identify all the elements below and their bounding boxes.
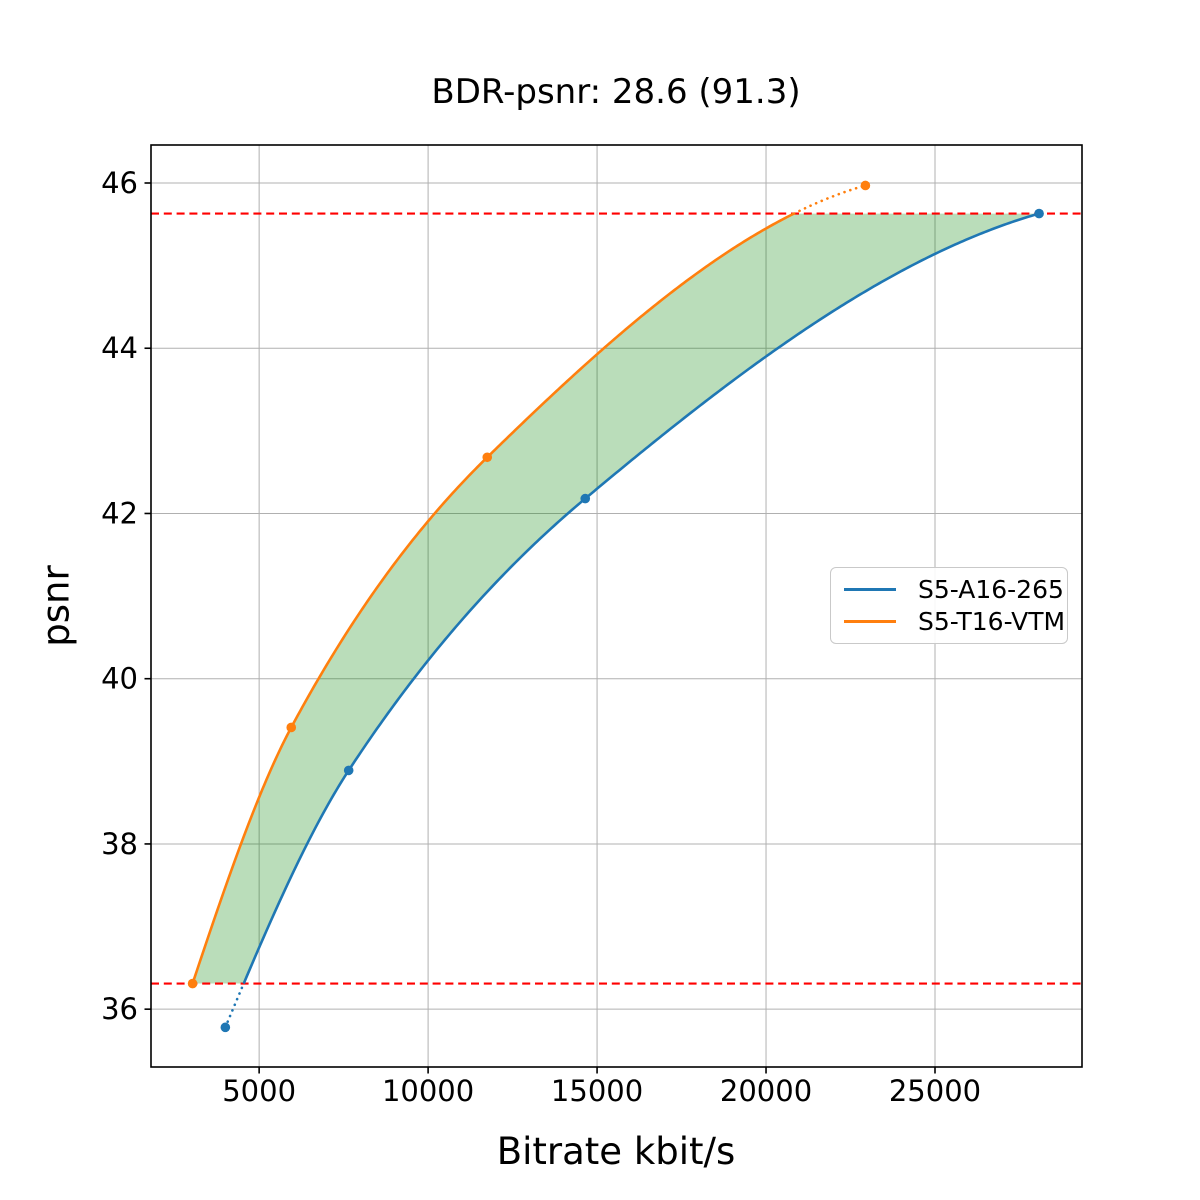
x-tick-labels: 5000 10000 15000 20000 25000 [222,1074,981,1108]
svg-text:42: 42 [101,496,138,530]
svg-text:20000: 20000 [720,1074,812,1108]
svg-text:40: 40 [101,662,138,696]
legend: S5-A16-265 S5-T16-VTM [830,567,1068,644]
legend-entry-s5-t16-vtm: S5-T16-VTM [844,606,1065,639]
svg-text:5000: 5000 [222,1074,296,1108]
y-tick-labels: 36 38 40 42 44 46 [101,166,138,1026]
svg-text:15000: 15000 [551,1074,643,1108]
svg-text:36: 36 [101,992,138,1026]
psnr-overlap-hlines [151,212,1082,985]
svg-text:46: 46 [101,166,138,200]
legend-line-sample-blue [844,587,896,591]
legend-line-sample-orange [844,620,896,624]
legend-entry-s5-a16-265: S5-A16-265 [844,573,1064,606]
data-point-markers-s5-t16-vtm [187,180,871,989]
svg-text:25000: 25000 [889,1074,981,1108]
svg-text:10000: 10000 [382,1074,474,1108]
chart-title: BDR-psnr: 28.6 (91.3) [431,72,801,112]
legend-label: S5-A16-265 [918,574,1064,604]
tick-marks [144,182,936,1074]
data-point-markers-s5-a16-265 [220,208,1044,1033]
y-axis-label: psnr [34,565,78,647]
legend-label: S5-T16-VTM [918,607,1066,637]
svg-text:38: 38 [101,827,138,861]
svg-text:44: 44 [101,331,138,365]
x-axis-label: Bitrate kbit/s [496,1130,736,1173]
rd-curve-s5-a16-265 [224,212,1040,1029]
plot-spines [150,144,1083,1068]
